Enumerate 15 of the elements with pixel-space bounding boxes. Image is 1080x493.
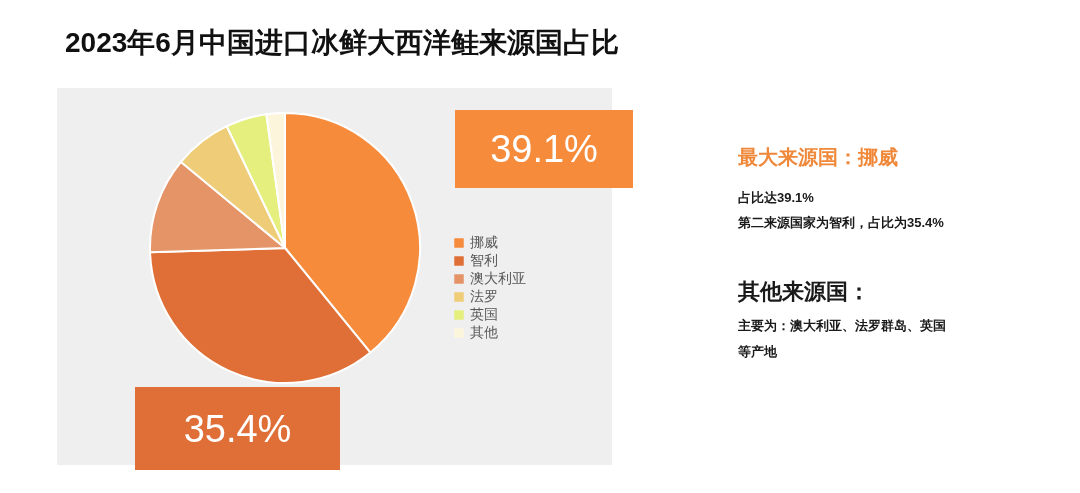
text: 占比达39.1% bbox=[738, 190, 815, 205]
legend-label: 挪威 bbox=[470, 234, 498, 250]
text: 等产地 bbox=[737, 344, 778, 359]
text: 其他来源国： bbox=[737, 279, 870, 304]
text: 最大来源国：挪威 bbox=[737, 146, 898, 168]
text: 主要为：澳大利亚、法罗群岛、英国 bbox=[737, 318, 946, 333]
legend-label: 英国 bbox=[470, 306, 498, 322]
chart-title: 2023年6月中国进口冰鲜大西洋鲑来源国占比 bbox=[65, 27, 619, 58]
legend-label: 智利 bbox=[470, 252, 498, 268]
data-label: 39.1% bbox=[490, 128, 598, 170]
legend-label: 澳大利亚 bbox=[470, 270, 526, 286]
text: 第二来源国家为智利，占比为35.4% bbox=[737, 215, 945, 230]
data-label: 35.4% bbox=[183, 407, 292, 450]
legend-label: 其他 bbox=[470, 324, 498, 340]
legend-label: 法罗 bbox=[470, 288, 498, 304]
